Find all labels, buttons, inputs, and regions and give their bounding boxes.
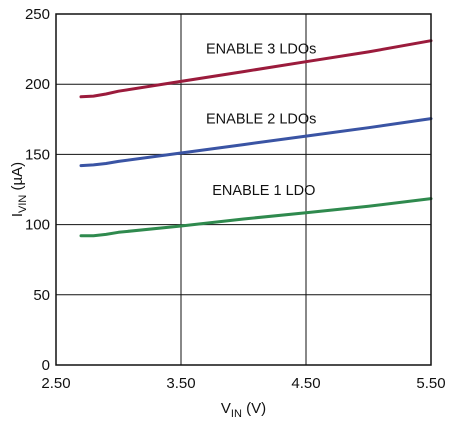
y-axis-title-subscript: VIN xyxy=(17,195,29,213)
x-axis-title-unit: (V) xyxy=(242,400,266,417)
series-line xyxy=(79,197,433,238)
plot-frame xyxy=(55,13,432,366)
y-axis-title-unit: (µA) xyxy=(9,162,26,195)
series-lines xyxy=(79,39,433,238)
x-tick-label: 3.50 xyxy=(166,375,195,392)
y-tick-label: 200 xyxy=(25,76,50,93)
grid-lines xyxy=(56,14,431,365)
series-line xyxy=(79,117,433,168)
y-tick-label: 50 xyxy=(33,287,50,304)
series-labels: ENABLE 3 LDOs ENABLE 2 LDOs ENABLE 1 LDO xyxy=(206,41,316,199)
x-axis-title-main: V xyxy=(221,400,231,417)
x-tick-label: 5.50 xyxy=(416,375,445,392)
y-tick-label: 250 xyxy=(25,6,50,23)
y-tick-label: 150 xyxy=(25,146,50,163)
y-tick-label: 0 xyxy=(42,357,50,374)
series-label: ENABLE 2 LDOs xyxy=(206,112,316,128)
x-axis-title: VIN (V) xyxy=(221,400,266,420)
x-tick-label: 2.50 xyxy=(41,375,70,392)
series-label: ENABLE 1 LDO xyxy=(212,183,315,199)
x-axis-ticks: 2.50 3.50 4.50 5.50 xyxy=(41,375,445,392)
x-tick-label: 4.50 xyxy=(291,375,320,392)
series-line xyxy=(79,39,433,99)
series-label: ENABLE 3 LDOs xyxy=(206,41,316,57)
y-axis-title-main: I xyxy=(9,213,26,217)
y-axis-title: IVIN (µA) xyxy=(9,162,29,217)
y-axis-ticks: 0 50 100 150 200 250 xyxy=(25,6,50,374)
y-tick-label: 100 xyxy=(25,217,50,234)
x-axis-title-subscript: IN xyxy=(231,408,242,420)
